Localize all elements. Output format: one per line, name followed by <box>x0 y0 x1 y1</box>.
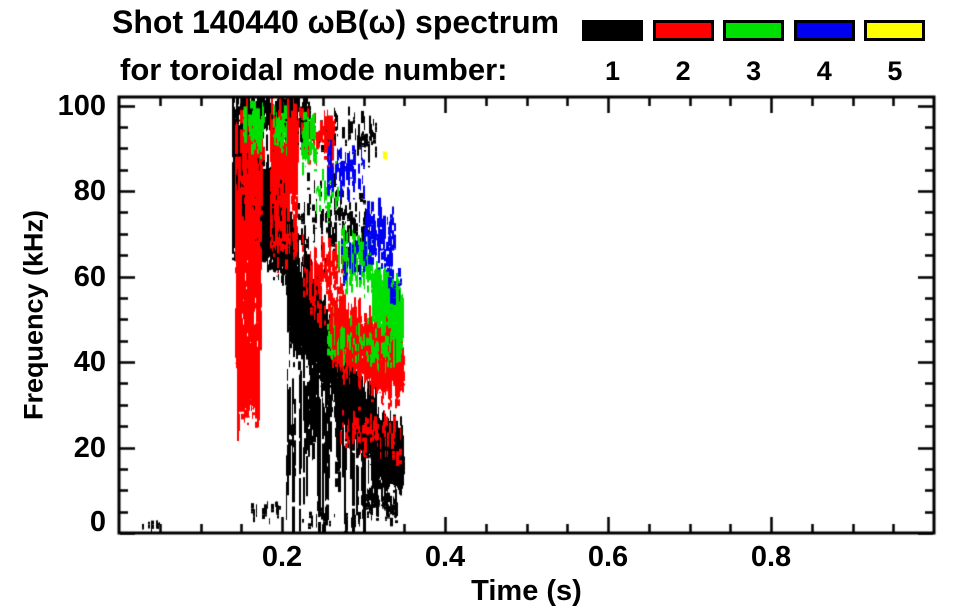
legend-swatch-mode-2 <box>652 20 714 41</box>
legend-label-mode-5: 5 <box>887 56 903 86</box>
x-tick-label-0.2: 0.2 <box>261 541 303 573</box>
chart-title: Shot 140440 ωB(ω) spectrum <box>112 4 560 40</box>
x-tick-label-0.6: 0.6 <box>587 541 629 573</box>
y-tick-label-0: 0 <box>89 506 106 538</box>
y-tick-label-100: 100 <box>57 89 106 122</box>
x-tick-label-0.8: 0.8 <box>750 541 792 573</box>
x-axis-title: Time (s) <box>471 575 582 607</box>
legend-swatch-mode-1 <box>582 20 643 41</box>
y-axis-title: Frequency (kHz) <box>18 209 49 421</box>
y-tick-label-20: 20 <box>73 431 106 464</box>
legend-swatch-mode-4 <box>793 20 855 41</box>
y-tick-label-40: 40 <box>73 346 106 379</box>
legend-label-mode-1: 1 <box>604 56 621 86</box>
legend-swatch-mode-5 <box>864 20 926 41</box>
y-tick-label-60: 60 <box>73 260 106 293</box>
legend-label-mode-2: 2 <box>675 56 691 86</box>
legend-label-mode-4: 4 <box>816 56 832 86</box>
legend-swatch-mode-3 <box>723 20 785 41</box>
x-tick-label-0.4: 0.4 <box>424 541 466 573</box>
chart-subtitle: for toroidal mode number: <box>120 52 508 87</box>
legend-label-mode-3: 3 <box>746 56 762 86</box>
y-tick-label-80: 80 <box>73 175 106 208</box>
